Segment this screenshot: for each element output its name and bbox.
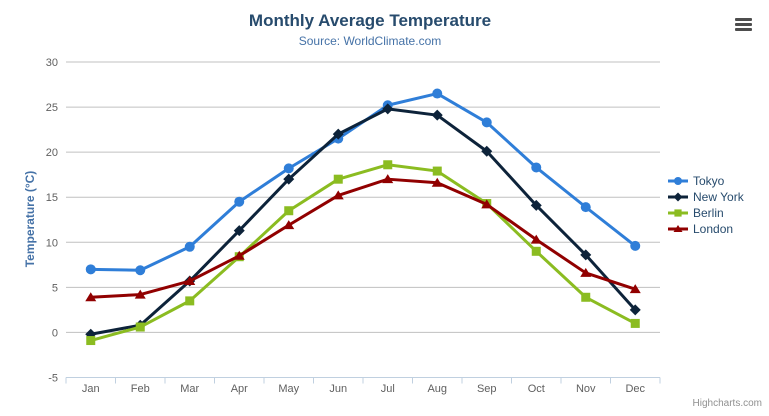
legend-label: London xyxy=(693,222,734,236)
legend-item-london[interactable]: London xyxy=(668,221,744,237)
legend-item-berlin[interactable]: Berlin xyxy=(668,205,744,221)
x-axis-tick-label: Mar xyxy=(180,383,199,395)
series-marker-tokyo[interactable] xyxy=(184,241,195,252)
series-marker-london[interactable] xyxy=(283,220,295,230)
series-marker-london[interactable] xyxy=(530,234,542,244)
series-marker-new-york[interactable] xyxy=(283,173,295,185)
series-marker-london[interactable] xyxy=(332,190,344,200)
series-marker-tokyo[interactable] xyxy=(432,88,443,99)
x-axis-tick-label: Jun xyxy=(329,383,347,395)
x-axis-tick-label: Jan xyxy=(82,383,100,395)
series-marker-new-york[interactable] xyxy=(481,145,493,157)
series-marker-berlin[interactable] xyxy=(284,206,294,216)
x-axis-tick-label: Dec xyxy=(625,383,645,395)
series-marker-berlin[interactable] xyxy=(333,174,343,184)
legend-marker xyxy=(673,192,683,202)
series-marker-berlin[interactable] xyxy=(383,160,393,170)
series-marker-tokyo[interactable] xyxy=(481,117,492,128)
series-marker-tokyo[interactable] xyxy=(85,264,96,275)
series-marker-new-york[interactable] xyxy=(382,103,394,115)
series-marker-london[interactable] xyxy=(431,177,443,187)
series-marker-new-york[interactable] xyxy=(580,249,592,261)
legend-marker xyxy=(673,225,683,232)
x-axis-tick-label: Feb xyxy=(131,383,150,395)
y-axis-tick-label: 10 xyxy=(46,237,58,249)
series-marker-tokyo[interactable] xyxy=(234,196,245,207)
credits-link[interactable]: Highcharts.com xyxy=(692,398,762,409)
series-marker-berlin[interactable] xyxy=(86,336,96,346)
series-line-new-york[interactable] xyxy=(90,107,637,336)
series-marker-new-york[interactable] xyxy=(431,109,443,121)
chart-title: Monthly Average Temperature xyxy=(248,11,492,30)
series-marker-london[interactable] xyxy=(629,284,641,294)
series-marker-berlin[interactable] xyxy=(135,322,145,332)
series-marker-tokyo[interactable] xyxy=(580,202,591,213)
series-marker-berlin[interactable] xyxy=(432,166,442,176)
series-marker-tokyo[interactable] xyxy=(283,163,294,174)
series-line-london[interactable] xyxy=(90,177,636,299)
series-marker-tokyo[interactable] xyxy=(135,265,146,276)
series-marker-london[interactable] xyxy=(382,174,394,184)
series-marker-berlin[interactable] xyxy=(185,296,195,306)
legend-label: Berlin xyxy=(693,206,724,220)
y-axis-tick-label: 5 xyxy=(52,282,58,294)
series-marker-london[interactable] xyxy=(481,199,493,209)
series-marker-new-york[interactable] xyxy=(629,304,641,316)
series-marker-london[interactable] xyxy=(233,250,245,260)
legend-circle-icon xyxy=(668,177,688,185)
legend-marker xyxy=(674,177,682,185)
series-line-berlin[interactable] xyxy=(90,163,636,342)
y-axis-tick-label: 20 xyxy=(46,147,58,159)
series-marker-tokyo[interactable] xyxy=(630,240,641,251)
series-marker-london[interactable] xyxy=(134,289,146,299)
y-axis-tick-label: 25 xyxy=(46,102,58,114)
hamburger-menu-icon xyxy=(735,17,757,31)
series-marker-london[interactable] xyxy=(85,292,97,302)
series-marker-berlin[interactable] xyxy=(581,292,591,302)
series-marker-new-york[interactable] xyxy=(233,225,245,237)
chart-subtitle: Source: WorldClimate.com xyxy=(298,34,442,48)
series-marker-berlin[interactable] xyxy=(531,246,541,256)
legend-triangle-icon xyxy=(668,225,688,232)
legend-square-icon xyxy=(668,209,688,217)
series-marker-london[interactable] xyxy=(580,267,592,277)
legend-marker xyxy=(674,209,682,217)
legend-item-new-york[interactable]: New York xyxy=(668,189,744,205)
x-axis-tick-label: Jul xyxy=(381,383,395,395)
legend-label: Tokyo xyxy=(693,174,725,188)
export-menu-button[interactable] xyxy=(733,13,759,35)
y-axis-tick-label: 15 xyxy=(46,192,58,204)
series-marker-new-york[interactable] xyxy=(530,199,542,211)
legend-diamond-icon xyxy=(668,192,688,202)
legend: Tokyo New York Berlin London xyxy=(668,173,744,237)
series-marker-tokyo[interactable] xyxy=(531,162,542,173)
y-axis-tick-label: 30 xyxy=(46,57,58,69)
x-axis-tick-label: Oct xyxy=(528,383,545,395)
series-marker-new-york[interactable] xyxy=(332,128,344,140)
x-axis-tick-label: May xyxy=(278,383,299,395)
x-axis-tick-label: Sep xyxy=(477,383,497,395)
series-marker-london[interactable] xyxy=(184,276,196,286)
y-axis-tick-label: -5 xyxy=(48,373,58,385)
series-marker-berlin[interactable] xyxy=(630,318,640,328)
y-axis-tick-label: 0 xyxy=(52,327,58,339)
x-axis-tick-label: Aug xyxy=(427,383,447,395)
x-axis-tick-label: Apr xyxy=(231,383,248,395)
x-axis-tick-label: Nov xyxy=(576,383,596,395)
legend-label: New York xyxy=(693,190,744,204)
legend-item-tokyo[interactable]: Tokyo xyxy=(668,173,744,189)
